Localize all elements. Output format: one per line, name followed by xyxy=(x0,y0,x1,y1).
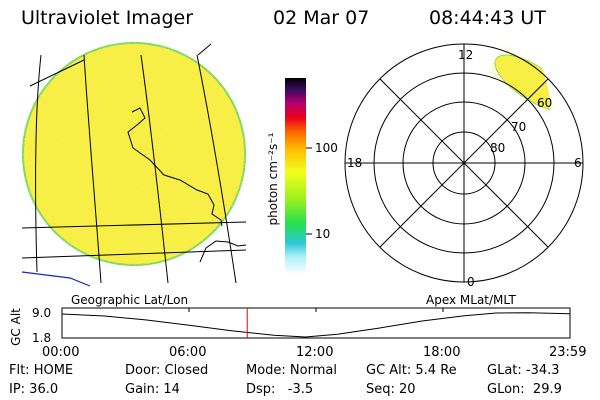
colorbar xyxy=(285,78,312,274)
mlat-label-70: 70 xyxy=(511,120,527,134)
orbit-plot-frame xyxy=(61,307,571,339)
mlt-label-6: 6 xyxy=(574,156,582,170)
orbit-xtick-1200: 12:00 xyxy=(296,345,334,360)
orbit-ytick-1-8: 1.8 xyxy=(32,331,52,345)
instrument-title: Ultraviolet Imager xyxy=(21,7,194,29)
coastline xyxy=(127,107,223,227)
status-glat: GLat: -34.3 xyxy=(487,363,560,378)
orbit-xtick-2359: 23:59 xyxy=(549,345,587,360)
latitude-lines xyxy=(21,221,247,259)
status-door: Door: Closed xyxy=(125,363,209,378)
mlt-diagonal-2 xyxy=(379,78,549,248)
status-flight: Flt: HOME xyxy=(9,363,74,378)
orbit-xtick-0000: 00:00 xyxy=(42,345,80,360)
orbit-ylabel: GC Alt xyxy=(9,308,23,346)
mlt-label-18: 18 xyxy=(347,156,363,170)
auroral-speckle xyxy=(23,43,245,265)
orbit-ytick-9: 9.0 xyxy=(32,306,52,320)
orbit-xtick-marks xyxy=(61,308,571,312)
altitude-curve xyxy=(61,312,571,338)
mlat-label-80: 80 xyxy=(490,141,506,155)
orbit-xtick-0600: 06:00 xyxy=(169,345,207,360)
coastline-south xyxy=(199,240,247,263)
colorbar-label-100: 100 xyxy=(315,141,338,155)
mlt-label-0: 0 xyxy=(467,275,475,289)
status-seq: Seq: 20 xyxy=(366,382,416,397)
terminator-line xyxy=(21,271,91,287)
status-mode: Mode: Normal xyxy=(246,363,337,378)
time-label: 08:44:43 UT xyxy=(429,7,546,29)
colorbar-unit-label: photon cm⁻²s⁻¹ xyxy=(266,132,280,226)
colorbar-label-10: 10 xyxy=(315,227,331,241)
geographic-panel-label: Geographic Lat/Lon xyxy=(71,293,189,307)
date-label: 02 Mar 07 xyxy=(273,7,370,29)
orbit-plot xyxy=(61,307,571,339)
status-gc-alt: GC Alt: 5.4 Re xyxy=(366,363,457,378)
oval-speckle xyxy=(494,55,572,111)
geographic-panel xyxy=(21,42,247,287)
longitude-lines xyxy=(29,43,237,284)
status-ip: IP: 36.0 xyxy=(9,382,59,397)
status-gain: Gain: 14 xyxy=(125,382,180,397)
mlt-label-12: 12 xyxy=(458,48,474,62)
orbit-xtick-1800: 18:00 xyxy=(423,345,461,360)
colorbar-gradient xyxy=(285,78,306,274)
status-dsp: Dsp: -3.5 xyxy=(246,382,314,397)
polar-panel xyxy=(344,43,584,283)
mlat-label-60: 60 xyxy=(537,96,553,110)
status-glon: GLon: 29.9 xyxy=(487,382,562,397)
polar-grid xyxy=(344,43,584,283)
polar-panel-label: Apex MLat/MLT xyxy=(426,293,516,307)
